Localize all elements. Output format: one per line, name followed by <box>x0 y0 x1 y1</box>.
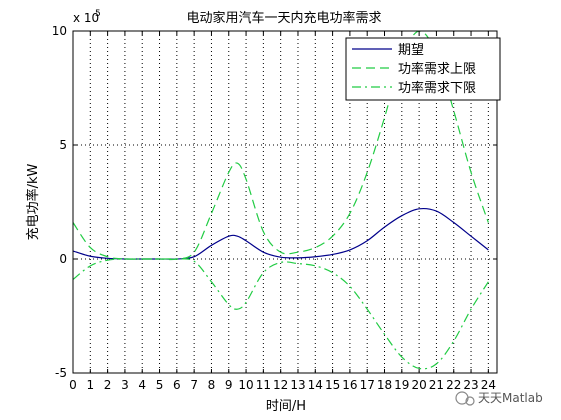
x-tick-label: 0 <box>69 378 77 392</box>
watermark-text: 天天Matlab <box>478 391 543 405</box>
x-tick-label: 3 <box>121 378 129 392</box>
x-tick-label: 1 <box>86 378 94 392</box>
y-axis-ticks: -5 0 5 10 <box>52 24 497 380</box>
x-tick-label: 21 <box>429 378 444 392</box>
x-tick-label: 8 <box>208 378 216 392</box>
series-line-lower-bound <box>73 258 489 370</box>
y-tick-label: -5 <box>55 366 67 380</box>
x-tick-label: 4 <box>138 378 146 392</box>
x-tick-label: 15 <box>325 378 340 392</box>
y-tick-label: 10 <box>52 24 67 38</box>
x-tick-label: 16 <box>342 378 357 392</box>
x-tick-label: 6 <box>173 378 181 392</box>
x-tick-label: 2 <box>104 378 112 392</box>
y-tick-label: 0 <box>59 252 67 266</box>
x-tick-label: 20 <box>411 378 426 392</box>
x-tick-label: 9 <box>225 378 233 392</box>
chart-title: 电动家用汽车一天内充电功率需求 <box>186 10 381 26</box>
y-axis-label: 充电功率/kW <box>25 163 41 240</box>
x-axis-label: 时间/H <box>266 399 306 414</box>
legend-label-3: 功率需求下限 <box>398 80 476 96</box>
x-tick-label: 22 <box>446 378 461 392</box>
x-axis-ticks: 0 1 2 3 4 5 6 7 8 9 10 11 12 13 14 15 16 17 18 19 20 21 22 23 24 <box>69 31 496 392</box>
x-tick-label: 10 <box>238 378 253 392</box>
x-tick-label: 18 <box>377 378 392 392</box>
x-tick-label: 17 <box>360 378 375 392</box>
x-tick-label: 23 <box>463 378 478 392</box>
legend-label-1: 期望 <box>398 42 424 58</box>
watermark: 天天Matlab <box>455 391 543 406</box>
y-tick-label: 5 <box>59 138 67 152</box>
y-exponent-power: 5 <box>95 9 101 19</box>
legend-label-2: 功率需求上限 <box>398 61 476 77</box>
x-tick-label: 11 <box>256 378 271 392</box>
legend-box <box>345 37 501 101</box>
x-tick-label: 7 <box>190 378 198 392</box>
series-group <box>73 31 489 370</box>
x-tick-label: 19 <box>394 378 409 392</box>
x-tick-label: 12 <box>273 378 288 392</box>
plot-frame <box>72 30 498 374</box>
x-tick-label: 24 <box>481 378 496 392</box>
wechat-icon-dot <box>465 396 475 406</box>
x-tick-label: 5 <box>156 378 164 392</box>
x-tick-label: 14 <box>308 378 323 392</box>
y-exponent-label: x 10 <box>73 11 99 25</box>
x-tick-label: 13 <box>290 378 305 392</box>
